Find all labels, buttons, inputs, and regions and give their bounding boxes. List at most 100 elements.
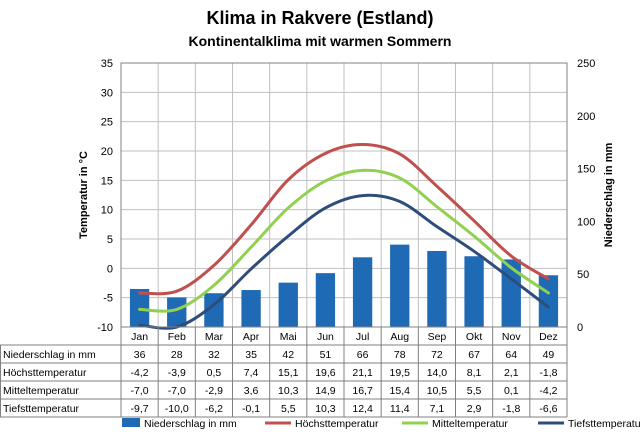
x-tick-label: Mai xyxy=(280,331,297,343)
data-label: 14,9 xyxy=(315,385,336,397)
table-series-name: Tiefsttemperatur xyxy=(3,403,80,415)
data-label: 67 xyxy=(468,349,480,361)
y-tick-left: 25 xyxy=(101,117,113,129)
x-tick-label: Nov xyxy=(502,331,521,343)
y-axis-label-right: Niederschlag in mm xyxy=(603,143,615,248)
data-label: 11,4 xyxy=(390,403,410,415)
x-tick-label: Apr xyxy=(243,331,260,343)
data-label: 28 xyxy=(171,349,183,361)
bar xyxy=(427,250,447,327)
series-line xyxy=(138,168,550,313)
bar xyxy=(167,297,187,327)
data-label: 78 xyxy=(394,349,406,361)
series-line xyxy=(138,143,550,296)
y-tick-left: 15 xyxy=(101,175,113,187)
y-tick-left: 0 xyxy=(107,263,113,275)
data-label: 19,6 xyxy=(315,367,336,379)
y-tick-right: 0 xyxy=(577,322,583,334)
y-tick-right: 150 xyxy=(577,164,595,176)
y-tick-left: 10 xyxy=(101,205,113,217)
data-label: -2,9 xyxy=(205,385,223,397)
y-tick-left: -5 xyxy=(103,293,113,305)
data-label: 49 xyxy=(543,349,555,361)
bar xyxy=(390,244,410,327)
data-label: 2,1 xyxy=(504,367,519,379)
table-series-name: Mitteltemperatur xyxy=(3,385,79,397)
data-label: -4,2 xyxy=(131,367,149,379)
chart-title: Klima in Rakvere (Estland) xyxy=(206,8,434,28)
y-tick-left: 35 xyxy=(101,58,113,70)
data-label: 15,4 xyxy=(390,385,411,397)
table-series-name: Niederschlag in mm xyxy=(3,349,96,361)
series-line xyxy=(138,193,550,330)
x-tick-label: Dez xyxy=(539,331,558,343)
data-label: -10,0 xyxy=(165,403,189,415)
data-label: -1,8 xyxy=(539,367,557,379)
x-tick-label: Mar xyxy=(205,331,224,343)
data-label: 10,3 xyxy=(315,403,336,415)
y-tick-right: 200 xyxy=(577,111,595,123)
bar xyxy=(315,273,336,327)
data-label: 5,5 xyxy=(281,403,296,415)
data-label: 7,4 xyxy=(244,367,259,379)
data-label: -4,2 xyxy=(539,385,557,397)
y-axis-label-left: Temperatur in °C xyxy=(78,151,90,239)
data-label: 51 xyxy=(320,349,332,361)
data-label: 10,3 xyxy=(278,385,299,397)
data-label: -9,7 xyxy=(131,403,149,415)
data-label: 36 xyxy=(134,349,146,361)
x-tick-label: Jun xyxy=(317,331,334,343)
data-label: 15,1 xyxy=(278,367,299,379)
y-tick-left: 20 xyxy=(101,146,113,158)
y-tick-right: 50 xyxy=(577,269,589,281)
y-tick-right: 250 xyxy=(577,58,595,70)
data-label: 72 xyxy=(431,349,443,361)
x-tick-label: Sep xyxy=(428,331,447,343)
bar xyxy=(352,257,373,327)
data-label: 35 xyxy=(245,349,257,361)
data-label: -7,0 xyxy=(168,385,186,397)
data-label: 8,1 xyxy=(467,367,482,379)
data-label: 42 xyxy=(282,349,294,361)
data-label: 16,7 xyxy=(352,385,373,397)
x-tick-label: Okt xyxy=(466,331,482,343)
legend-entry: Tiefsttemperatur xyxy=(568,418,640,430)
data-label: -0,1 xyxy=(242,403,260,415)
bar xyxy=(241,290,261,327)
x-tick-label: Aug xyxy=(390,331,409,343)
data-label: -3,9 xyxy=(168,367,186,379)
data-label: -1,8 xyxy=(502,403,520,415)
bar xyxy=(464,256,484,327)
data-label: 64 xyxy=(505,349,517,361)
x-tick-label: Feb xyxy=(168,331,186,343)
data-label: 14,0 xyxy=(427,367,448,379)
data-label: -7,0 xyxy=(131,385,149,397)
data-label: -6,2 xyxy=(205,403,223,415)
data-label: 2,9 xyxy=(467,403,482,415)
x-tick-label: Jan xyxy=(131,331,148,343)
y-tick-left: -10 xyxy=(97,322,113,334)
data-label: 32 xyxy=(208,349,220,361)
data-label: 3,6 xyxy=(244,385,259,397)
table-series-name: Höchsttemperatur xyxy=(3,367,87,379)
data-label: 0,1 xyxy=(504,385,519,397)
y-tick-left: 30 xyxy=(101,87,113,99)
x-tick-label: Jul xyxy=(356,331,369,343)
data-label: 10,5 xyxy=(427,385,448,397)
data-label: 19,5 xyxy=(390,367,411,379)
data-label: -6,6 xyxy=(539,403,557,415)
data-label: 12,4 xyxy=(352,403,373,415)
bar xyxy=(278,282,298,327)
data-label: 0,5 xyxy=(207,367,222,379)
data-label: 7,1 xyxy=(430,403,445,415)
chart-subtitle: Kontinentalklima mit warmen Sommern xyxy=(188,33,452,49)
data-label: 5,5 xyxy=(467,385,482,397)
legend-entry: Mitteltemperatur xyxy=(432,418,508,430)
legend-swatch xyxy=(122,418,140,427)
legend-entry: Höchsttemperatur xyxy=(295,418,379,430)
y-tick-left: 5 xyxy=(107,234,113,246)
legend-entry: Niederschlag in mm xyxy=(144,418,237,430)
data-label: 21,1 xyxy=(352,367,373,379)
y-tick-right: 100 xyxy=(577,216,595,228)
